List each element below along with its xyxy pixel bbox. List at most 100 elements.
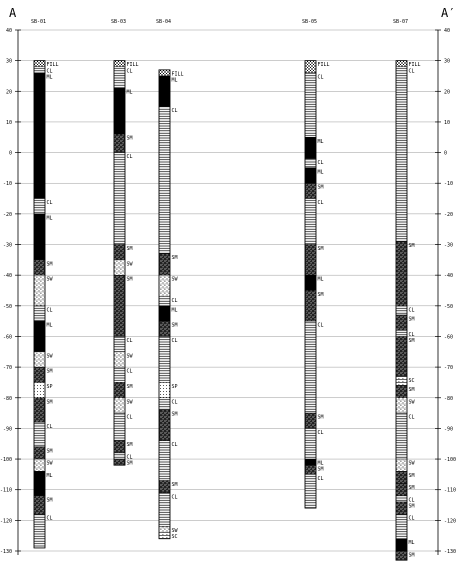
soil-layer-label: SM (409, 485, 415, 491)
soil-layer-cl (395, 495, 408, 503)
soil-layer-cl (158, 296, 171, 307)
soil-layer-cl (158, 106, 171, 254)
soil-layer-sm (395, 314, 408, 331)
soil-layer-label: CL (318, 476, 324, 482)
soil-layer-sm (33, 495, 46, 515)
soil-layer-label: CL (47, 200, 53, 206)
soil-layer-sm (304, 290, 317, 322)
tick-label-left: -100 (0, 457, 12, 463)
soil-layer-label: SM (127, 246, 133, 252)
soil-layer-sm (304, 412, 317, 429)
soil-layer-sm (33, 446, 46, 460)
soil-layer-ml (304, 167, 317, 184)
soil-layer-label: CL (172, 338, 178, 344)
soil-layer-label: CL (127, 415, 133, 421)
soil-layer-label: SM (409, 473, 415, 479)
boring-outline (304, 60, 317, 509)
soil-layer-label: FILL (127, 62, 139, 68)
boring-id-label: SB-01 (31, 19, 46, 25)
soil-layer-sm (304, 244, 317, 276)
soil-layer-label: CL (47, 68, 53, 74)
soil-layer-cl (158, 397, 171, 411)
soil-layer-sw (33, 458, 46, 472)
tick-label-right: -100 (444, 457, 456, 463)
soil-layer-label: ML (127, 90, 133, 96)
soil-layer-label: ML (47, 473, 53, 479)
soil-layer-cl (304, 320, 317, 414)
soil-layer-label: SM (318, 185, 324, 191)
tick-label-right: 30 (444, 59, 450, 65)
soil-layer-label: SM (318, 467, 324, 473)
soil-layer-label: SW (127, 399, 134, 405)
tick-label-left: 40 (6, 28, 12, 34)
soil-layer-ml (33, 320, 46, 352)
boring-outline (395, 60, 408, 561)
soil-layer-label: CL (47, 424, 53, 430)
soil-layer-sm (113, 244, 126, 261)
soil-layer-label: CL (409, 332, 415, 338)
tick-label-left: -50 (3, 304, 12, 310)
soil-layer-label: ML (318, 139, 324, 145)
tick-label-left: 10 (6, 120, 12, 126)
soil-layer-label: ML (318, 169, 324, 175)
tick-label-left: -10 (3, 181, 12, 187)
boring-outline (33, 60, 46, 549)
soil-layer-label: SM (47, 261, 53, 267)
section-label-right: A′ (441, 6, 455, 20)
soil-layer-cl (304, 72, 317, 138)
soil-layer-label: SW (47, 461, 54, 467)
tick-label-left: -30 (3, 243, 12, 249)
soil-layer-label: SM (127, 461, 133, 467)
soil-layer-sm (113, 440, 126, 454)
soil-layer-label: SM (127, 277, 133, 283)
soil-layer-cl (33, 422, 46, 447)
soil-layer-cl (395, 514, 408, 539)
soil-layer-label: CL (172, 494, 178, 500)
soil-layer-cl (33, 66, 46, 74)
tick-label-right: -30 (444, 243, 453, 249)
boring-sb-04: SB-04FILLMLCLSMSWCLMLSMCLSPCLSMCLSMCLSWS… (156, 19, 184, 540)
tick-label-right: -20 (444, 212, 453, 218)
soil-layer-fill (158, 69, 171, 77)
soil-layer-cl (304, 158, 317, 169)
soil-layer-cl (304, 198, 317, 245)
elevation-grid (18, 29, 438, 552)
soil-layer-cl (158, 440, 171, 481)
boring-sb-03: SB-03FILLCLMLSMCLSMSWSMCLSWCLSMSWCLSMCLS… (111, 19, 139, 467)
tick-label-left: -120 (0, 518, 12, 524)
boring-id-label: SB-03 (111, 19, 126, 25)
soil-layer-cl (395, 330, 408, 337)
soil-layer-label: ML (318, 461, 324, 467)
soil-layer-sc (158, 532, 171, 539)
tick-label-left: -60 (3, 334, 12, 340)
soil-layer-cl (113, 336, 126, 352)
soil-layer-fill (395, 60, 408, 67)
soil-layer-label: CL (318, 430, 324, 436)
soil-layer-fill (113, 60, 126, 67)
soil-layer-sc (395, 376, 408, 386)
soil-layer-sw (113, 397, 126, 414)
tick-label-left: -70 (3, 365, 12, 371)
soil-layer-label: SM (47, 399, 53, 405)
boring-id-label: SB-04 (156, 19, 171, 25)
soil-layer-label: CL (127, 454, 133, 460)
soil-layer-sw (113, 259, 126, 276)
soil-layer-sm (113, 274, 126, 337)
soil-layer-label: CL (127, 369, 133, 375)
soil-layer-label: SW (47, 277, 54, 283)
tick-label-left: -110 (0, 488, 12, 494)
tick-label-left: -90 (3, 426, 12, 432)
tick-label-left: -40 (3, 273, 12, 279)
soil-layer-label: SP (172, 384, 178, 390)
tick-label-left: 20 (6, 89, 12, 95)
soil-layer-sm (395, 241, 408, 307)
soil-layer-label: SM (47, 448, 53, 454)
soil-layer-label: CL (47, 307, 53, 313)
soil-layer-label: SW (172, 528, 179, 534)
soil-layer-label: SC (172, 534, 178, 540)
tick-label-right: -40 (444, 273, 453, 279)
soil-layer-ml (158, 305, 171, 322)
soil-layer-sw (33, 351, 46, 368)
soil-layer-sw (113, 351, 126, 368)
